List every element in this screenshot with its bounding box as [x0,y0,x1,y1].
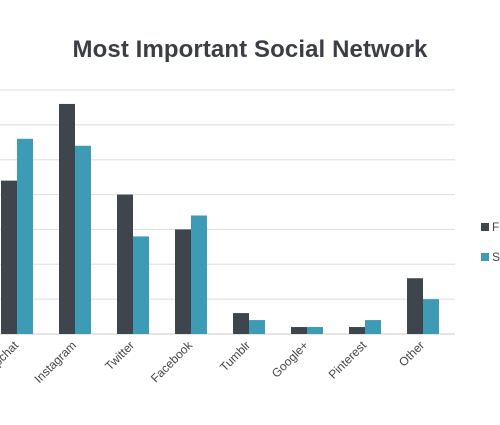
chart-title: Most Important Social Network [72,36,428,63]
bar-tumblr-series-2 [249,320,265,334]
bar-instagram-series-2 [75,145,91,334]
bar-google-series-2 [307,327,323,334]
x-tick-label: Snapchat [0,338,22,384]
x-tick-label: Facebook [148,338,196,386]
legend-label-series-1: Fa [492,220,500,234]
bar-twitter-series-2 [133,236,149,334]
legend-swatch-series-1 [481,223,489,231]
bar-google-series-1 [291,327,307,334]
x-tick-label: Twitter [102,338,137,373]
bar-other-series-1 [407,278,423,334]
bar-series-group [1,103,439,334]
x-tick-labels: Snapchat Instagram Twitter Facebook Tumblr Go… [0,338,427,386]
bar-pinterest-series-2 [365,320,381,334]
legend-swatch-series-2 [481,253,489,261]
bar-instagram-series-1 [59,103,75,334]
legend-label-series-2: Sp [492,250,500,264]
x-tick-label: Other [396,338,427,369]
bar-snapchat-series-1 [1,180,17,334]
bar-other-series-2 [423,299,439,334]
bar-snapchat-series-2 [17,138,33,334]
bar-tumblr-series-1 [233,313,249,334]
x-tick-label: Instagram [31,338,79,386]
x-tick-label: Tumblr [217,338,253,374]
x-tick-label: Google+ [269,338,311,380]
bar-twitter-series-1 [117,194,133,334]
bar-pinterest-series-1 [349,327,365,334]
legend: Fa Sp [481,220,500,264]
x-tick-label: Pinterest [326,338,370,382]
bar-facebook-series-2 [191,215,207,334]
bar-facebook-series-1 [175,229,191,334]
